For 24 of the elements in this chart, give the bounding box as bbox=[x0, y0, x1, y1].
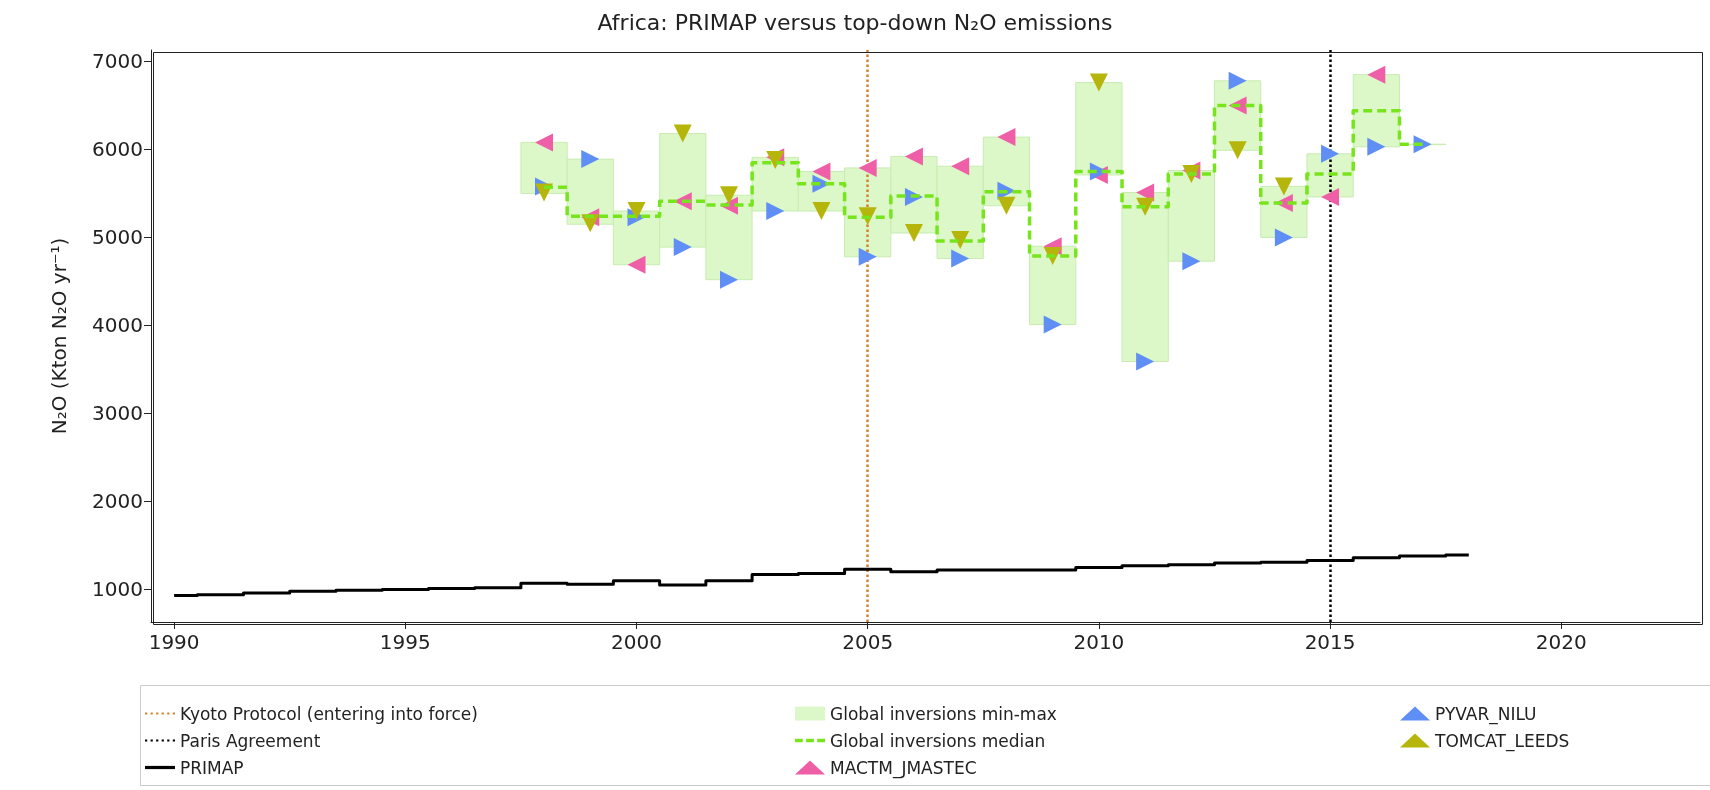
y-axis-title: N₂O (Kton N₂O yr⁻¹) bbox=[47, 237, 71, 435]
legend-label: Paris Agreement bbox=[180, 730, 321, 751]
legend-label: Kyoto Protocol (entering into force) bbox=[180, 703, 478, 724]
y-tick-label: 7000 bbox=[92, 49, 143, 74]
y-tick-label: 1000 bbox=[92, 577, 143, 602]
x-tick-label: 2005 bbox=[842, 630, 894, 654]
legend-label: PYVAR_NILU bbox=[1435, 703, 1537, 725]
x-tick-label: 1995 bbox=[379, 630, 431, 654]
x-tick-label: 1990 bbox=[148, 630, 200, 654]
y-tick-label: 5000 bbox=[92, 225, 143, 250]
x-tick-label: 2000 bbox=[611, 630, 662, 654]
chart-title: Africa: PRIMAP versus top-down N₂O emissions bbox=[597, 9, 1113, 35]
x-tick-label: 2020 bbox=[1535, 630, 1587, 654]
y-tick-label: 2000 bbox=[92, 489, 143, 514]
legend-label: MACTM_JMASTEC bbox=[830, 757, 977, 779]
legend-label: PRIMAP bbox=[180, 757, 244, 778]
x-tick-label: 2015 bbox=[1304, 630, 1356, 654]
y-tick-label: 4000 bbox=[92, 313, 143, 338]
x-tick-label: 2010 bbox=[1073, 630, 1125, 654]
y-tick-label: 6000 bbox=[92, 137, 143, 162]
legend-label: TOMCAT_LEEDS bbox=[1434, 730, 1570, 752]
legend-label: Global inversions median bbox=[830, 730, 1046, 751]
y-tick-label: 3000 bbox=[92, 401, 143, 426]
legend-label: Global inversions min-max bbox=[830, 703, 1057, 724]
